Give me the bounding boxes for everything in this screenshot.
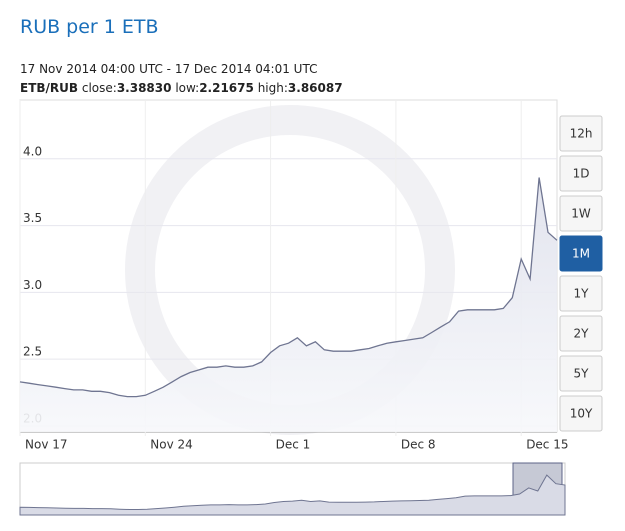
stat-label: high:: [257, 81, 288, 95]
range-button-label[interactable]: 1D: [573, 167, 590, 181]
range-button-label[interactable]: 12h: [570, 127, 593, 141]
range-button-label[interactable]: 1M: [572, 247, 590, 261]
range-button-bg: [559, 195, 603, 232]
chart-title: RUB per 1 ETB: [20, 16, 159, 38]
line: [19, 177, 558, 398]
range-button-label[interactable]: 1W: [571, 207, 591, 221]
navigator-line: [19, 474, 566, 516]
y-tick-label: 3.0: [23, 278, 42, 292]
range-button-bg: [559, 395, 603, 432]
stat-label: close:: [81, 81, 117, 95]
range-button-bg: [559, 155, 603, 192]
x-tick-label: Nov 17: [25, 438, 68, 452]
stat-label: low:: [175, 81, 200, 95]
range-button-bg: [559, 275, 603, 312]
y-tick-label: 4.0: [23, 144, 42, 158]
x-tick-label: Dec 1: [276, 438, 311, 452]
y-tick-label: 3.5: [23, 211, 42, 225]
stat-value: 2.21675: [199, 81, 254, 95]
x-tick-label: Nov 24: [150, 438, 193, 452]
range-button[interactable]: 12h: [559, 115, 603, 152]
range-button[interactable]: 1D: [559, 155, 603, 192]
date-range: 17 Nov 2014 04:00 UTC - 17 Dec 2014 04:0…: [20, 62, 318, 76]
x-tick-label: Dec 8: [401, 438, 436, 452]
range-button-label[interactable]: 2Y: [574, 327, 590, 341]
range-button[interactable]: 10Y: [559, 395, 603, 432]
range-button[interactable]: 5Y: [559, 355, 603, 392]
area: [20, 177, 557, 432]
y-tick-label: 2.5: [23, 345, 42, 359]
stat-value: 3.38830: [116, 81, 172, 95]
range-button-bg: [559, 235, 603, 272]
range-button-bg: [559, 315, 603, 352]
range-button-bg: [559, 115, 603, 152]
range-button[interactable]: 1M: [559, 235, 603, 272]
range-button-label[interactable]: 10Y: [570, 407, 593, 421]
range-button-label[interactable]: 5Y: [574, 367, 590, 381]
range-button[interactable]: 2Y: [559, 315, 603, 352]
stat-value: 3.86087: [287, 81, 343, 95]
x-tick-label: Dec 15: [526, 438, 568, 452]
pair: ETB/RUB: [20, 81, 79, 95]
range-button-bg: [559, 355, 603, 392]
stats: ETB/RUB close:3.38830 low:2.21675 high:3…: [20, 81, 343, 95]
range-button-label[interactable]: 1Y: [574, 287, 590, 301]
range-button[interactable]: 1Y: [559, 275, 603, 312]
range-button[interactable]: 1W: [559, 195, 603, 232]
